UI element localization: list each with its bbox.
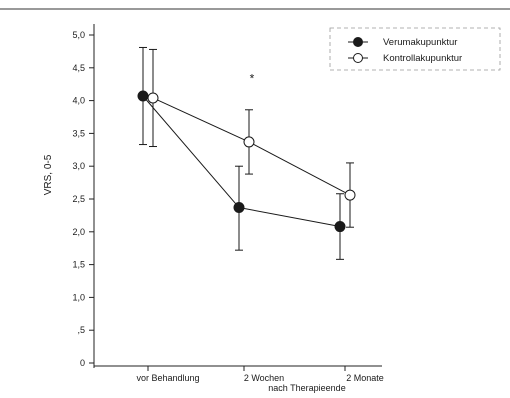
y-tick-label: 4,5 [72, 63, 85, 73]
legend-marker-kontroll [353, 53, 363, 63]
y-tick-label: 3,5 [72, 128, 85, 138]
legend: Verumakupunktur Kontrollakupunktur [329, 27, 501, 71]
y-tick-label: 2,5 [72, 194, 85, 204]
y-axis-ticks: 0 ,5 1,0 1,5 2,0 2,5 3,0 3,5 4,0 4,5 5,0 [72, 30, 94, 368]
legend-label-verum: Verumakupunktur [383, 37, 457, 48]
x-tick-label: vor Behandlung [136, 373, 199, 383]
x-tick-label: 2 Wochen [244, 373, 284, 383]
significance-marker: * [250, 72, 255, 86]
series-layer [137, 46, 356, 260]
y-tick-label: 1,5 [72, 260, 85, 270]
y-tick-label: ,5 [77, 325, 85, 335]
x-axis-ticks: vor Behandlung 2 Wochen 2 Monate [136, 366, 384, 383]
y-tick-label: 0 [80, 358, 85, 368]
data-point [137, 90, 149, 102]
y-tick-label: 2,0 [72, 227, 85, 237]
x-tick-label: 2 Monate [346, 373, 384, 383]
y-tick-label: 5,0 [72, 30, 85, 40]
data-point [147, 92, 159, 104]
annotation-layer: * [250, 72, 255, 86]
legend-label-kontroll: Kontrollakupunktur [383, 53, 462, 64]
legend-marker-verum [353, 37, 363, 47]
y-axis-title: VRS, 0-5 [43, 154, 54, 195]
y-tick-label: 4,0 [72, 96, 85, 106]
legend-box [329, 27, 501, 71]
data-point [233, 202, 245, 214]
data-point [344, 189, 356, 201]
data-point [334, 221, 346, 233]
y-tick-label: 3,0 [72, 161, 85, 171]
x-category-sublabel: nach Therapieende [268, 383, 345, 393]
y-tick-label: 1,0 [72, 292, 85, 302]
data-point [243, 136, 255, 148]
